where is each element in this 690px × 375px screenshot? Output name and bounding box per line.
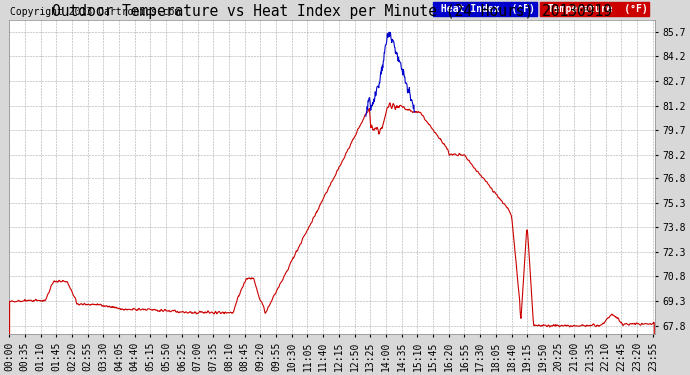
Text: Copyright 2013 Cartronics.com: Copyright 2013 Cartronics.com — [10, 7, 180, 17]
Text: Heat Index  (°F): Heat Index (°F) — [435, 4, 535, 14]
Title: Outdoor Temperature vs Heat Index per Minute (24 Hours) 20130919: Outdoor Temperature vs Heat Index per Mi… — [52, 4, 612, 19]
Text: Temperature  (°F): Temperature (°F) — [542, 4, 647, 14]
